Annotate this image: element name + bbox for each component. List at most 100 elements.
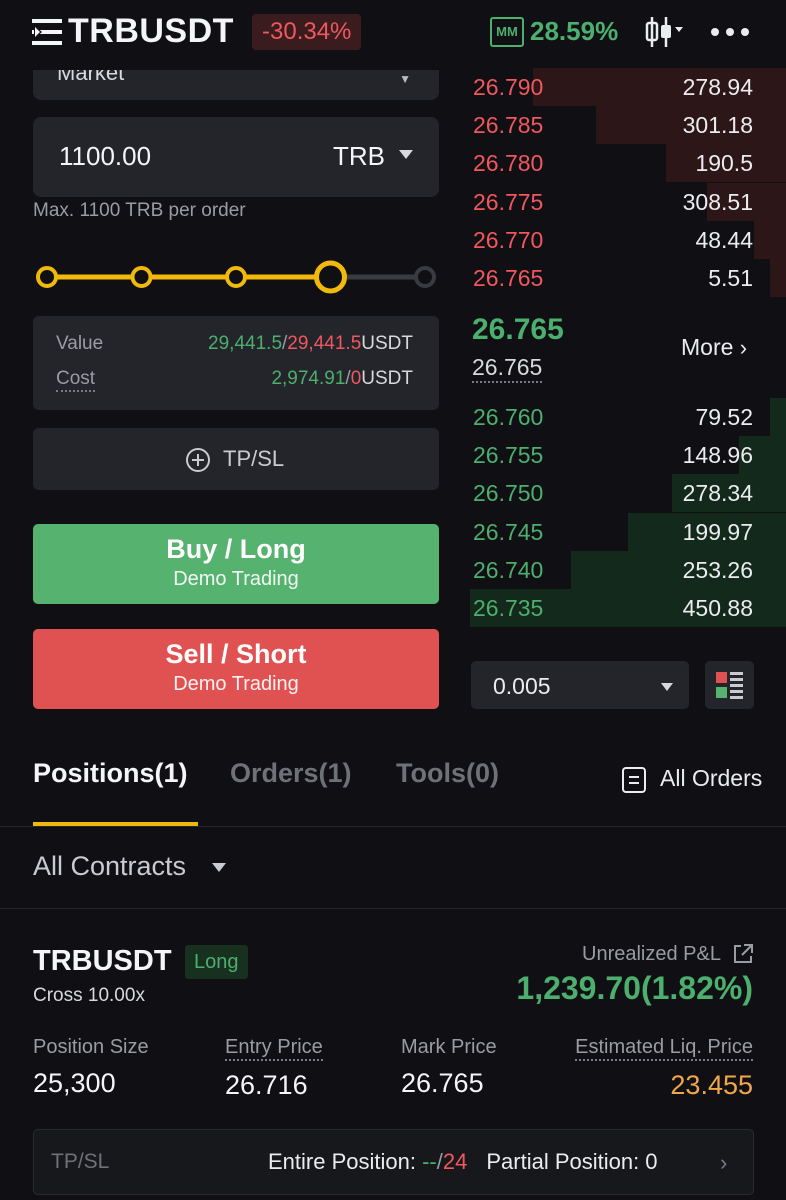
ask-price: 26.785 <box>473 112 544 139</box>
sell-short-button[interactable]: Sell / Short Demo Trading <box>33 629 439 709</box>
tpsl-row-label: TP/SL <box>51 1150 110 1173</box>
value-label: Value <box>56 333 104 354</box>
tab-orders[interactable]: Orders(1) <box>230 758 352 788</box>
tab-positions[interactable]: Positions(1) <box>33 758 188 788</box>
quantity-input[interactable]: 1100.00 TRB <box>33 117 439 197</box>
bid-price: 26.750 <box>473 480 544 507</box>
bid-row[interactable]: 26.735 450.88 <box>470 589 786 627</box>
buy-long-button[interactable]: Buy / Long Demo Trading <box>33 524 439 604</box>
chevron-down-icon[interactable] <box>212 863 226 872</box>
position-size-value: 25,300 <box>33 1068 116 1098</box>
position-size-label: Position Size <box>33 1036 149 1058</box>
ask-depth-bar <box>754 220 786 259</box>
ask-quantity: 5.51 <box>708 265 753 291</box>
entire-sl-value: 24 <box>442 1149 468 1174</box>
mm-badge[interactable]: MM <box>490 17 524 47</box>
plus-circle-icon <box>186 448 210 472</box>
chevron-down-icon[interactable] <box>399 150 413 159</box>
chevron-right-icon: › <box>720 1150 728 1175</box>
symbol-title[interactable]: TRBUSDT <box>68 12 234 50</box>
quantity-value[interactable]: 1100.00 <box>59 141 152 171</box>
bid-quantity: 278.34 <box>682 480 753 507</box>
ask-row[interactable]: 26.775 308.51 <box>470 182 786 221</box>
mark-price-label: Mark Price <box>401 1036 497 1058</box>
ask-quantity: 190.5 <box>695 150 753 177</box>
position-tpsl-row[interactable]: TP/SL Entire Position: --/24 Partial Posi… <box>33 1129 754 1195</box>
document-icon[interactable] <box>621 766 647 794</box>
ask-row[interactable]: 26.780 190.5 <box>470 144 786 183</box>
position-side-badge: Long <box>185 945 248 979</box>
bid-quantity: 450.88 <box>682 595 753 621</box>
ask-quantity: 48.44 <box>695 226 753 253</box>
slider-step[interactable] <box>414 266 436 288</box>
tab-tools[interactable]: Tools(0) <box>396 758 499 788</box>
quantity-slider[interactable] <box>33 256 439 298</box>
ask-depth-bar <box>533 68 786 106</box>
position-symbol[interactable]: TRBUSDT <box>33 945 172 977</box>
bid-row[interactable]: 26.740 253.26 <box>470 550 786 589</box>
divider <box>0 826 786 827</box>
ask-depth-bar <box>770 259 786 297</box>
cost-label[interactable]: Cost <box>56 368 96 392</box>
mm-value[interactable]: 28.59% <box>530 16 619 46</box>
ask-quantity: 308.51 <box>682 188 753 215</box>
ask-row[interactable]: 26.790 278.94 <box>470 68 786 106</box>
slider-thumb[interactable] <box>314 260 347 294</box>
ask-row[interactable]: 26.765 5.51 <box>470 259 786 297</box>
candlestick-chart-icon[interactable] <box>644 14 684 50</box>
bid-price: 26.760 <box>473 404 544 430</box>
max-order-hint: Max. 1100 TRB per order <box>33 200 246 221</box>
ask-price: 26.790 <box>473 74 544 100</box>
contracts-filter[interactable]: All Contracts <box>33 851 187 881</box>
bid-depth-bar <box>672 474 786 513</box>
bid-quantity: 79.52 <box>695 404 753 430</box>
bid-price: 26.740 <box>473 556 544 583</box>
bid-price: 26.735 <box>473 595 544 621</box>
order-type-value: Market <box>57 70 125 85</box>
precision-select[interactable]: 0.005 <box>471 661 689 709</box>
more-options-icon[interactable] <box>710 24 750 40</box>
buy-sub-label: Demo Trading <box>173 568 299 590</box>
ask-quantity: 278.94 <box>682 74 753 100</box>
mark-price[interactable]: 26.765 <box>472 353 543 383</box>
menu-icon[interactable] <box>32 18 62 46</box>
position-margin-mode[interactable]: Cross 10.00x <box>33 985 145 1006</box>
order-type-select[interactable]: Market ▼ <box>33 70 439 100</box>
liq-price-label[interactable]: Estimated Liq. Price <box>575 1036 753 1061</box>
slider-step[interactable] <box>225 266 247 288</box>
bid-row[interactable]: 26.745 199.97 <box>470 512 786 551</box>
chevron-down-icon: ▼ <box>399 72 411 86</box>
liq-price-value: 23.455 <box>670 1070 753 1100</box>
value-cost-panel: Value 29,441.5/29,441.5USDT Cost 2,974.9… <box>33 316 439 410</box>
ask-price: 26.770 <box>473 226 544 253</box>
quantity-unit-select[interactable]: TRB <box>333 141 385 171</box>
partial-position-label: Partial Position: 0 <box>486 1149 658 1174</box>
entry-price-label[interactable]: Entry Price <box>225 1036 323 1061</box>
more-link[interactable]: More › <box>681 334 747 361</box>
tpsl-button[interactable]: TP/SL <box>33 428 439 490</box>
ask-row[interactable]: 26.770 48.44 <box>470 220 786 259</box>
ask-row[interactable]: 26.785 301.18 <box>470 106 786 145</box>
value-short: 29,441.5 <box>287 333 362 354</box>
ask-price: 26.780 <box>473 150 544 177</box>
entire-separator: / <box>436 1149 443 1174</box>
entire-position-tpsl: Entire Position: --/24 Partial Position: … <box>268 1149 658 1175</box>
bid-row[interactable]: 26.760 79.52 <box>470 398 786 436</box>
value-unit: USDT <box>361 333 413 354</box>
sell-sub-label: Demo Trading <box>173 673 299 695</box>
price-change-badge: -30.34% <box>252 14 362 50</box>
more-label: More <box>681 334 734 360</box>
share-icon[interactable] <box>732 943 754 965</box>
bid-row[interactable]: 26.750 278.34 <box>470 474 786 513</box>
ask-depth-bar <box>707 182 786 221</box>
ask-depth-bar <box>665 144 786 183</box>
all-orders-link[interactable]: All Orders <box>660 765 763 791</box>
cost-unit: USDT <box>361 368 413 389</box>
slider-step[interactable] <box>130 266 153 288</box>
value-amount: 29,441.5/29,441.5USDT <box>208 333 413 354</box>
orderbook-layout-button[interactable] <box>705 661 754 709</box>
bid-quantity: 199.97 <box>682 518 753 545</box>
bid-row[interactable]: 26.755 148.96 <box>470 436 786 475</box>
bid-price: 26.745 <box>473 518 544 545</box>
slider-step[interactable] <box>36 266 58 288</box>
